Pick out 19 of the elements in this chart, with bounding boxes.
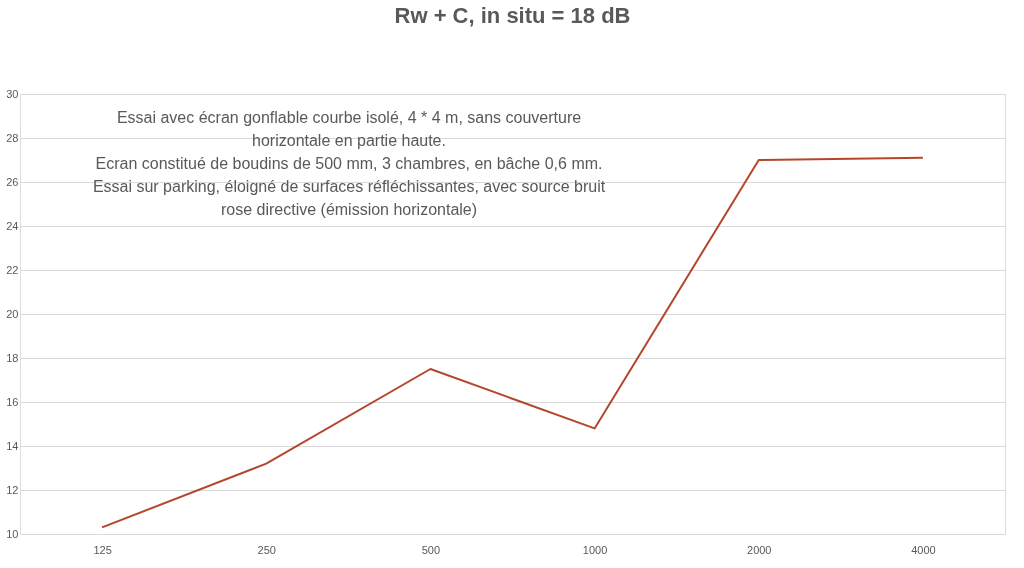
y-tick-label: 14 (6, 439, 19, 452)
x-tick-label: 125 (93, 543, 112, 556)
x-tick-label: 250 (257, 543, 276, 556)
y-tick-label: 12 (6, 483, 19, 496)
x-tick-label: 4000 (911, 543, 936, 556)
annotation: Essai avec écran gonflable courbe isolé, 4 * 4 m, sans couverture horizontale en partie haute. Ecran constitué de boudins de 500 mm, 3 chambres, en bâche 0,6 mm. Essai sur parking, éloigné de surfaces réfléchissantes, avec source bruit rose directive (émission horizontale) (92, 109, 606, 218)
chart-title: Rw + C, in situ = 18 dB (394, 3, 631, 28)
y-tick-label: 16 (6, 395, 19, 408)
x-tick-label: 2000 (747, 543, 772, 556)
y-tick-label: 30 (6, 87, 19, 100)
y-tick-label: 28 (6, 131, 19, 144)
y-tick-label: 18 (6, 351, 19, 364)
y-tick-label: 26 (6, 175, 19, 188)
y-tick-label: 22 (6, 263, 19, 276)
y-tick-label: 20 (6, 307, 19, 320)
x-tick-label: 500 (421, 543, 441, 556)
x-tick-label: 1000 (582, 543, 608, 556)
y-tick-label: 10 (6, 527, 19, 540)
y-tick-label: 24 (6, 219, 19, 232)
